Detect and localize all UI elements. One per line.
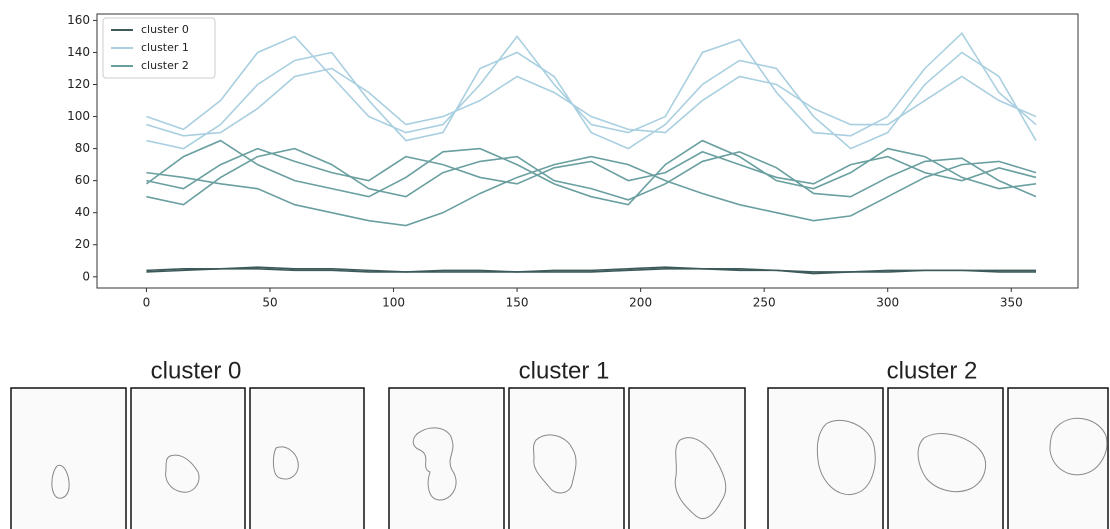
series-line — [146, 68, 1036, 135]
x-tick-label: 0 — [143, 296, 151, 310]
image-panel — [768, 388, 883, 529]
panels: cluster 0 cluster 1 cluster 2 — [11, 357, 1108, 529]
y-tick-label: 60 — [75, 173, 90, 187]
image-panel — [509, 388, 624, 529]
image-panel — [389, 388, 504, 529]
legend-label: cluster 0 — [141, 23, 189, 36]
y-tick-label: 140 — [67, 45, 90, 59]
plot-area — [97, 14, 1078, 288]
series-line — [146, 157, 1036, 226]
image-panel — [888, 388, 1003, 529]
y-tick-label: 0 — [82, 269, 90, 283]
series-line — [146, 52, 1036, 148]
legend-label: cluster 1 — [141, 41, 189, 54]
series-line — [146, 149, 1036, 189]
x-tick-label: 100 — [382, 296, 405, 310]
y-tick-label: 20 — [75, 237, 90, 251]
legend-label: cluster 2 — [141, 59, 189, 72]
image-panel — [1008, 388, 1108, 529]
x-tick-label: 300 — [876, 296, 899, 310]
line-chart: 0 20 40 60 80 100 120 140 160 0 50 100 150 200 250 300 3… — [67, 13, 1078, 310]
image-panel — [250, 388, 364, 529]
series-line — [146, 33, 1036, 136]
panel-title: cluster 1 — [519, 357, 610, 384]
figure: cluster 0 cluster 1 cluster 2 0 20 40 60 80 1… — [0, 0, 1110, 529]
y-tick-label: 120 — [67, 77, 90, 91]
panel-title: cluster 2 — [887, 357, 978, 384]
y-tick-label: 100 — [67, 109, 90, 123]
y-tick-label: 40 — [75, 205, 90, 219]
series-line — [146, 141, 1036, 205]
y-tick-label: 160 — [67, 13, 90, 27]
image-panel — [11, 388, 126, 529]
panel-title: cluster 0 — [151, 357, 242, 384]
x-tick-label: 350 — [1000, 296, 1023, 310]
y-tick-label: 80 — [75, 141, 90, 155]
series-line — [146, 269, 1036, 274]
x-tick-label: 150 — [506, 296, 529, 310]
x-tick-label: 50 — [262, 296, 277, 310]
x-tick-label: 200 — [629, 296, 652, 310]
x-tick-label: 250 — [753, 296, 776, 310]
image-panel — [131, 388, 245, 529]
